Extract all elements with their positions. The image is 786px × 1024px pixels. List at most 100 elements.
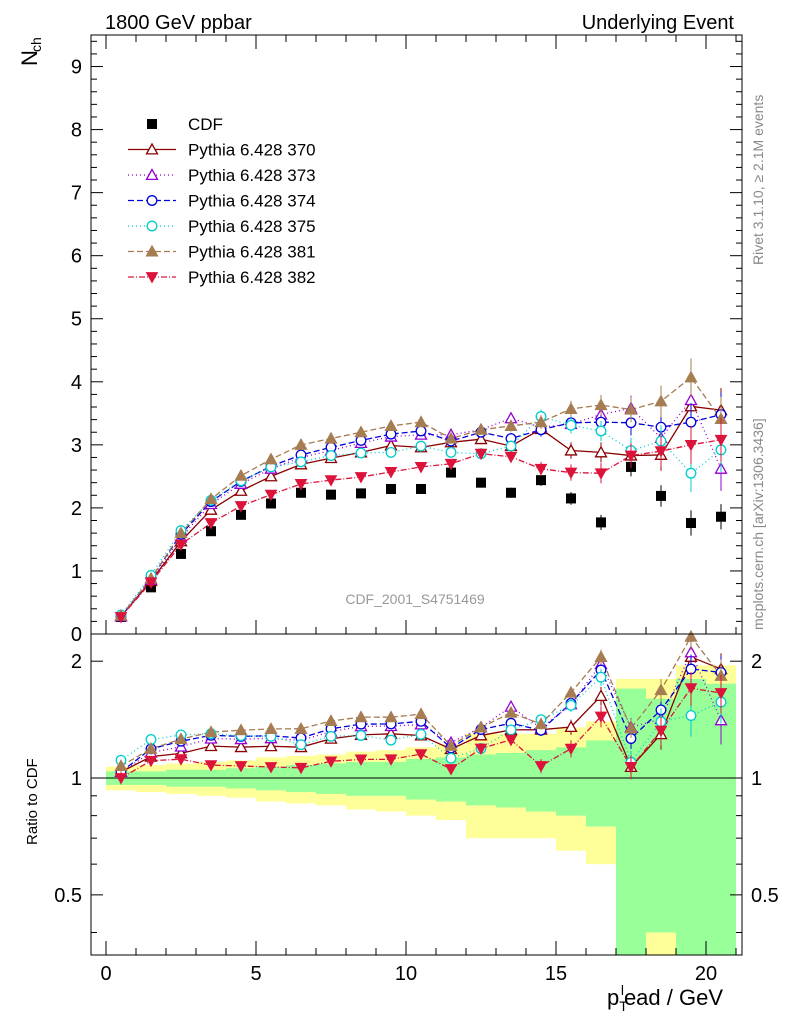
data-point	[234, 484, 248, 496]
data-point	[656, 490, 666, 501]
ratio-point	[294, 762, 308, 775]
data-point	[414, 462, 428, 474]
main-panel: 0 1 2 3 4 5 6 7 8 9 Nch CDF_2001_S4751469	[17, 34, 743, 646]
ratio-point	[505, 724, 517, 736]
ratio-point	[534, 717, 548, 730]
data-point	[444, 431, 458, 444]
ratio-y-tick-label-right: 1	[751, 768, 762, 790]
data-point	[686, 518, 696, 529]
data-point	[594, 398, 608, 411]
ratio-y-tick-label: 2	[71, 651, 82, 673]
uncertainty-band-green	[586, 740, 616, 827]
uncertainty-band-green	[346, 761, 376, 796]
ratio-point	[174, 732, 188, 745]
ratio-point	[114, 759, 128, 772]
side-label-top: Rivet 3.1.10, ≥ 2.1M events	[750, 95, 766, 265]
uncertainty-band-green	[406, 758, 436, 800]
ratio-point	[624, 721, 638, 734]
data-point	[684, 370, 698, 383]
data-point	[266, 498, 276, 509]
ratio-point	[564, 685, 578, 698]
ratio-point	[234, 761, 248, 773]
legend: CDF Pythia 6.428 370 Pythia 6.428 373 Pythi…	[128, 115, 316, 287]
ratio-point	[294, 721, 308, 734]
ratio-point	[414, 707, 428, 720]
data-point	[445, 446, 457, 458]
data-point	[356, 488, 366, 499]
data-point	[234, 501, 248, 513]
legend-marker	[145, 272, 159, 284]
data-point	[536, 475, 546, 486]
data-point	[415, 440, 427, 452]
ratio-point	[295, 739, 307, 751]
data-point	[384, 419, 398, 431]
legend-marker	[145, 244, 159, 257]
uncertainty-band-green	[376, 761, 406, 796]
data-point	[416, 483, 426, 494]
ratio-point	[264, 722, 278, 734]
uncertainty-band-green	[466, 754, 496, 806]
ratio-point	[684, 683, 698, 695]
ratio-point	[595, 671, 607, 683]
data-point	[594, 445, 608, 458]
data-point	[264, 489, 278, 502]
ratio-y-tick-label-right: 0.5	[751, 885, 779, 907]
ratio-point	[654, 725, 668, 738]
ratio-point	[144, 755, 158, 768]
uncertainty-band-green	[436, 757, 466, 802]
data-point	[294, 438, 308, 450]
data-point	[174, 539, 188, 551]
x-tick-label: 0	[100, 963, 111, 985]
data-point	[716, 511, 726, 522]
ratio-point	[445, 752, 457, 764]
data-point	[295, 456, 307, 468]
y-axis-label-sub: ch	[28, 37, 44, 52]
ratio-point	[144, 741, 158, 754]
data-point	[144, 577, 158, 589]
y-tick-label: 1	[71, 561, 82, 583]
data-point	[534, 415, 548, 428]
y-tick-label: 7	[71, 183, 82, 205]
data-point	[654, 394, 668, 407]
ratio-point	[355, 730, 367, 741]
x-tick-label: 10	[395, 963, 417, 985]
ratio-point	[474, 743, 488, 756]
ratio-y-tick-label: 0.5	[54, 885, 82, 907]
data-point	[564, 402, 578, 414]
data-point	[296, 487, 306, 498]
ratio-point	[234, 740, 248, 753]
ratio-y-axis-label: Ratio to CDF	[24, 758, 41, 845]
data-point	[685, 416, 697, 428]
ratio-point	[384, 754, 398, 766]
legend-marker	[146, 195, 158, 206]
data-point	[505, 440, 517, 452]
ratio-point	[415, 728, 427, 740]
analysis-id-label: CDF_2001_S4751469	[345, 591, 485, 607]
data-point	[504, 419, 518, 431]
data-point	[506, 487, 516, 498]
ratio-point	[564, 720, 578, 733]
data-point	[234, 468, 248, 481]
data-point	[566, 493, 576, 504]
ratio-point	[444, 738, 458, 751]
ratio-point	[594, 689, 608, 702]
ratio-point	[354, 754, 368, 766]
ratio-point	[594, 711, 608, 724]
ratio-point	[174, 754, 188, 766]
data-point	[594, 468, 608, 480]
legend-marker	[145, 168, 159, 181]
data-point	[324, 431, 338, 444]
x-tick-label: 15	[545, 963, 567, 985]
y-axis-label: N	[17, 50, 42, 66]
ratio-point	[324, 756, 338, 768]
ratio-point	[684, 629, 698, 642]
legend-label: Pythia 6.428 374	[188, 192, 316, 211]
ratio-y-tick-label-right: 2	[751, 651, 762, 673]
data-point	[474, 432, 488, 445]
legend-label: CDF	[188, 115, 223, 134]
legend-marker	[145, 142, 159, 155]
data-point	[684, 439, 698, 452]
data-point	[204, 492, 218, 505]
y-tick-label: 0	[71, 624, 82, 646]
